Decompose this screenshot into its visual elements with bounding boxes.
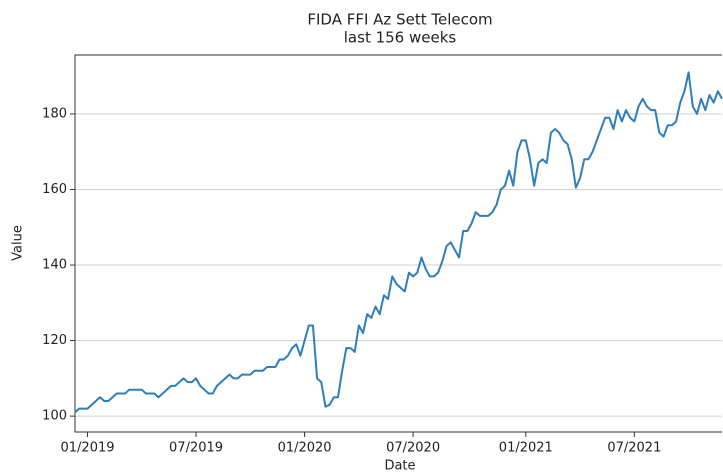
- y-tick-label: 100: [42, 409, 67, 424]
- y-tick-label: 180: [42, 106, 67, 121]
- chart-subtitle: last 156 weeks: [344, 29, 457, 47]
- chart-title: FIDA FFI Az Sett Telecom: [307, 11, 492, 29]
- x-tick-label: 07/2019: [169, 441, 223, 456]
- series-line: [74, 71, 723, 414]
- y-tick-label: 140: [42, 258, 67, 273]
- x-axis-label: Date: [384, 459, 415, 474]
- y-axis-label: Value: [11, 225, 26, 261]
- x-tick-label: 01/2021: [499, 441, 553, 456]
- y-tick-label: 160: [42, 182, 67, 197]
- x-tick-label: 01/2019: [61, 441, 115, 456]
- x-tick-label: 07/2021: [607, 441, 661, 456]
- axis-frame: [74, 54, 722, 433]
- x-tick-label: 01/2020: [278, 441, 332, 456]
- x-tick-label: 07/2020: [386, 441, 440, 456]
- y-tick-label: 120: [42, 333, 67, 348]
